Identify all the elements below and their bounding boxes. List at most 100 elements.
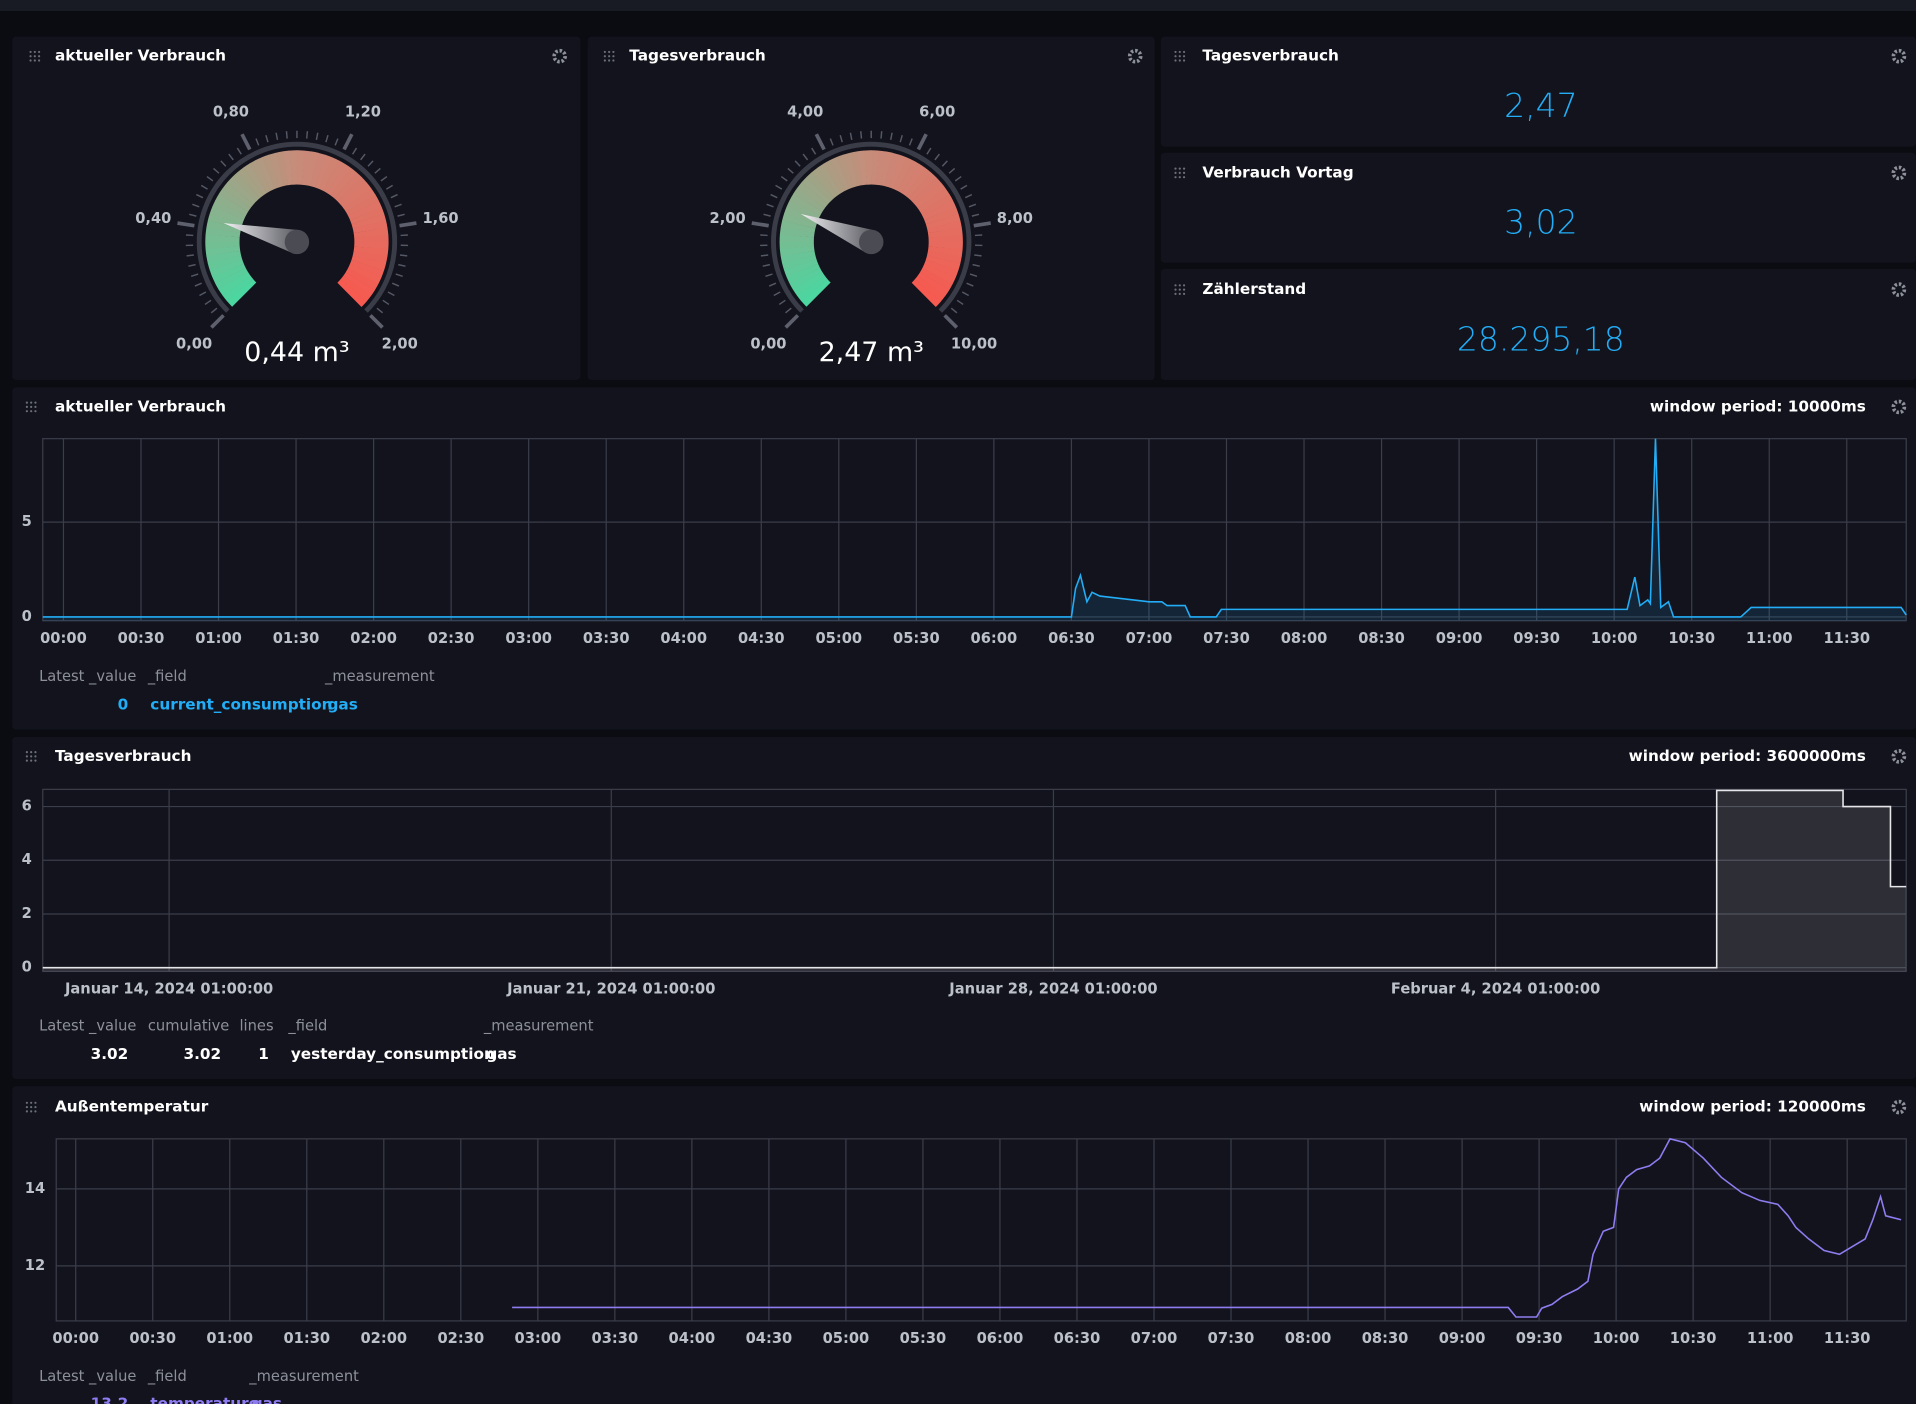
drag-dot xyxy=(1182,176,1186,179)
gauge-major-tick xyxy=(342,133,354,151)
gauge-band xyxy=(322,160,346,194)
x-tick-label: 02:00 xyxy=(360,1330,407,1347)
gauge-minor-tick xyxy=(196,193,204,199)
y-tick-label: 2 xyxy=(22,905,32,922)
panel xyxy=(12,36,581,381)
gauge-band xyxy=(345,267,379,291)
legend-header: Latest _value xyxy=(39,1368,136,1385)
gauge-minor-tick xyxy=(899,134,903,143)
drag-dot xyxy=(33,50,36,54)
gear-icon xyxy=(1891,1099,1907,1115)
drag-dot xyxy=(29,55,32,58)
gauge-band xyxy=(261,154,280,189)
x-tick-label: 02:30 xyxy=(437,1330,484,1347)
drag-dot xyxy=(38,55,41,58)
drag-dot xyxy=(603,50,606,54)
gauge-minor-tick xyxy=(954,175,962,182)
gauge-tick-label: 6,00 xyxy=(919,103,955,120)
drag-dot xyxy=(25,755,28,758)
gauge-band xyxy=(908,172,937,202)
gauge-band xyxy=(925,213,961,229)
gauge-band xyxy=(782,213,817,229)
gauge-band xyxy=(249,160,272,194)
gauge-minor-tick xyxy=(206,175,214,182)
drag-dot xyxy=(1174,288,1177,291)
gauge-unit: m³ xyxy=(887,337,924,368)
drag-dot xyxy=(34,410,37,413)
x-tick-label: 07:30 xyxy=(1208,1330,1255,1347)
x-tick-label: 04:30 xyxy=(746,1330,793,1347)
gear-icon xyxy=(1891,165,1907,181)
panel xyxy=(1160,36,1916,147)
gauge-minor-tick xyxy=(829,138,834,146)
gauge-minor-tick xyxy=(773,291,781,297)
gauge-minor-tick xyxy=(964,193,973,199)
drag-dot xyxy=(1178,59,1181,62)
gauge-band xyxy=(927,220,962,234)
x-tick-label: 00:00 xyxy=(40,630,87,647)
drag-dot xyxy=(25,750,28,754)
gauge-minor-tick xyxy=(961,291,970,297)
drag-dot xyxy=(34,1105,37,1109)
gauge-band xyxy=(243,163,268,196)
gauge-band xyxy=(349,259,385,278)
gauge-band xyxy=(334,172,362,202)
plot-frame xyxy=(55,1138,1907,1322)
x-tick-label: 04:30 xyxy=(738,630,785,647)
gauge-band xyxy=(927,227,963,238)
x-tick-label: Januar 21, 2024 01:00:00 xyxy=(506,981,715,998)
gauge-minor-tick xyxy=(213,167,220,174)
gauge-minor-tick xyxy=(220,160,227,167)
gauge-band xyxy=(792,271,825,296)
x-tick-label: 03:00 xyxy=(515,1330,562,1347)
drag-dot xyxy=(1182,59,1186,62)
gauge-minor-tick xyxy=(941,160,948,167)
gauge-band xyxy=(330,167,357,199)
gauge-band xyxy=(904,167,932,199)
gauge-band xyxy=(232,172,260,202)
gauge-band xyxy=(275,151,289,187)
drag-dot xyxy=(612,55,615,58)
drag-dot xyxy=(1178,288,1181,291)
gauge-band xyxy=(920,267,953,291)
panel xyxy=(1160,268,1916,381)
gauge-minor-tick xyxy=(228,153,234,161)
legend-header: Latest _value xyxy=(39,1017,136,1034)
gauge-band xyxy=(836,154,854,189)
gear-hub xyxy=(1897,754,1901,759)
panel xyxy=(587,36,1155,381)
gauge-major-tick xyxy=(973,221,992,228)
gauge-minor-tick xyxy=(948,167,956,174)
gauge-tick-label: 1,60 xyxy=(422,210,458,227)
x-tick-label: 08:30 xyxy=(1358,630,1405,647)
x-tick-label: 07:00 xyxy=(1131,1330,1178,1347)
drag-dot xyxy=(34,1101,37,1104)
gauge-band xyxy=(789,267,823,290)
drag-dot xyxy=(30,1110,33,1113)
legend-value: gas xyxy=(252,1395,282,1404)
gauge-band xyxy=(227,278,257,307)
gauge-major-tick xyxy=(399,221,417,228)
legend-header: _measurement xyxy=(483,1017,594,1034)
x-tick-label: 10:30 xyxy=(1668,630,1715,647)
drag-dot xyxy=(1174,59,1177,62)
gear-hub xyxy=(1897,405,1901,409)
gauge-band xyxy=(349,206,385,225)
line-area xyxy=(42,790,1907,972)
drag-dot xyxy=(34,750,37,754)
gauge-band xyxy=(343,271,376,297)
gauge-band xyxy=(337,279,367,307)
gauge-band xyxy=(218,187,251,213)
drag-dot xyxy=(25,410,28,413)
gauge-tick-label: 1,20 xyxy=(345,103,381,120)
gauge-minor-tick xyxy=(926,147,932,155)
plot-frame xyxy=(42,438,1907,622)
gear-hub xyxy=(1897,287,1901,292)
gauge-band xyxy=(793,187,826,213)
gauge-band xyxy=(209,259,244,278)
gauge-minor-tick xyxy=(860,131,863,139)
gauge-band xyxy=(823,160,846,194)
gauge-minor-tick xyxy=(934,153,940,161)
